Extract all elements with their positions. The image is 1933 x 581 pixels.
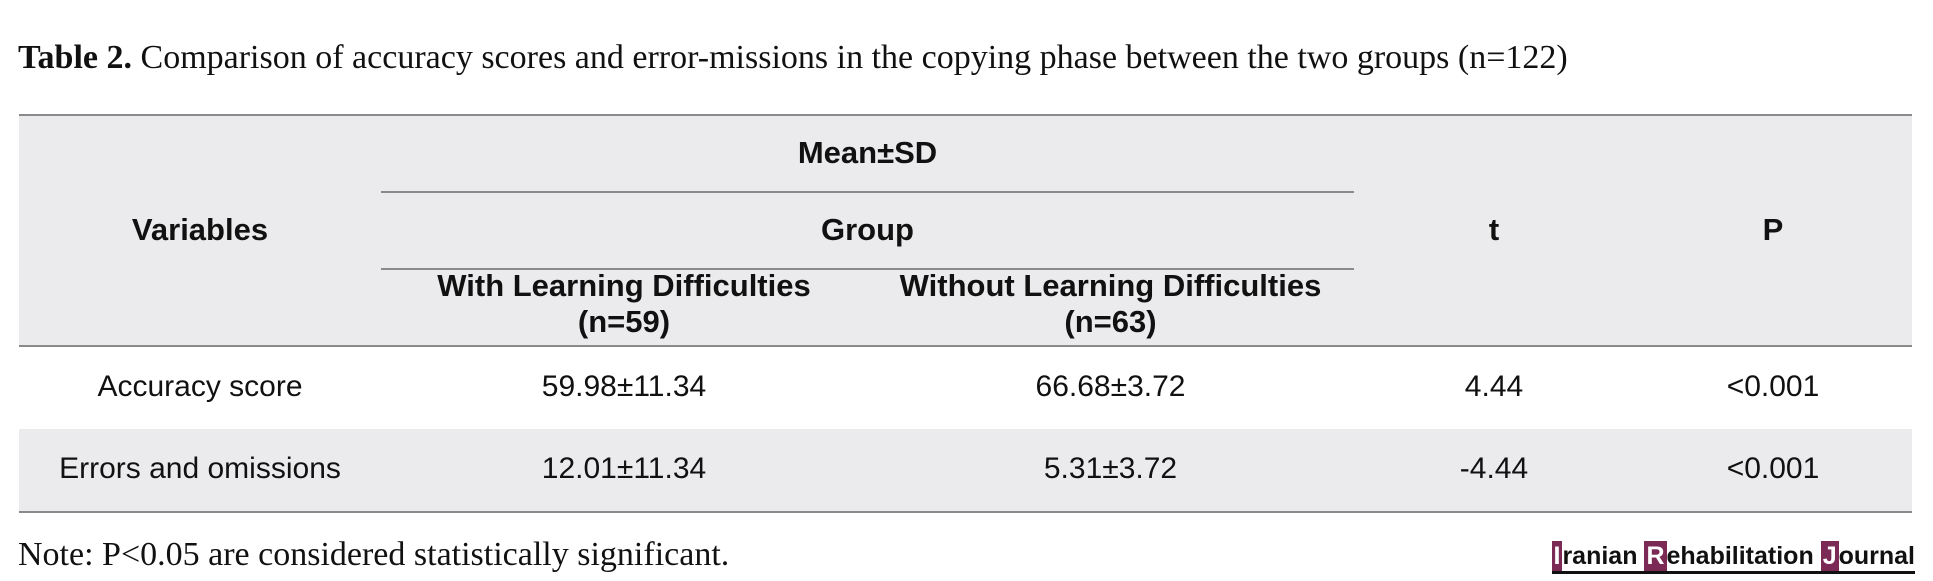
row1-t: 4.44 [1464,370,1524,403]
header-with-ld-label: With Learning Difficulties [437,268,811,303]
header-bottom-rule [19,345,1912,347]
bottom-rule [19,511,1912,513]
row2-p: <0.001 [1726,452,1820,485]
mean-sd-underline [381,191,1354,193]
row2-without-ld: 5.31±3.72 [1043,452,1178,485]
journal-logo-word-1: ranian [1562,542,1645,570]
row2-with-ld: 12.01±11.34 [541,452,707,485]
header-t: t [1488,212,1500,247]
journal-logo-letter-r: R [1644,541,1667,571]
header-with-ld-n: (n=59) [577,304,671,339]
journal-logo: Iranian Rehabilitation Journal [1551,541,1915,574]
row1-p: <0.001 [1726,370,1820,403]
header-without-ld-label: Without Learning Difficulties [899,268,1322,303]
table-caption-text: Comparison of accuracy scores and error-… [132,39,1568,76]
journal-logo-letter-j: J [1820,541,1839,571]
header-with-ld: With Learning Difficulties (n=59) [381,268,867,340]
row1-variable: Accuracy score [97,370,303,403]
journal-logo-letter-i: I [1551,541,1563,571]
header-mean-sd: Mean±SD [797,135,938,170]
top-rule [19,114,1912,116]
table-caption: Table 2. Comparison of accuracy scores a… [18,38,1568,78]
row2-t: -4.44 [1459,452,1529,485]
header-variables: Variables [131,212,269,247]
row1-with-ld: 59.98±11.34 [541,370,707,403]
journal-logo-word-3: ournal [1838,542,1915,570]
header-without-ld: Without Learning Difficulties (n=63) [867,268,1354,340]
journal-logo-word-2: ehabilitation [1666,542,1821,570]
table-note: Note: P<0.05 are considered statisticall… [18,536,730,573]
header-without-ld-n: (n=63) [1064,304,1157,339]
comparison-table: Variables Mean±SD Group With Learning Di… [19,114,1912,513]
header-background [19,114,1912,346]
row-shading [19,429,1912,511]
group-underline [381,268,1354,270]
row2-variable: Errors and omissions [59,452,341,485]
row1-without-ld: 66.68±3.72 [1035,370,1186,403]
table-caption-label: Table 2. [18,39,133,76]
header-group: Group [821,212,914,247]
header-p: P [1762,212,1784,247]
